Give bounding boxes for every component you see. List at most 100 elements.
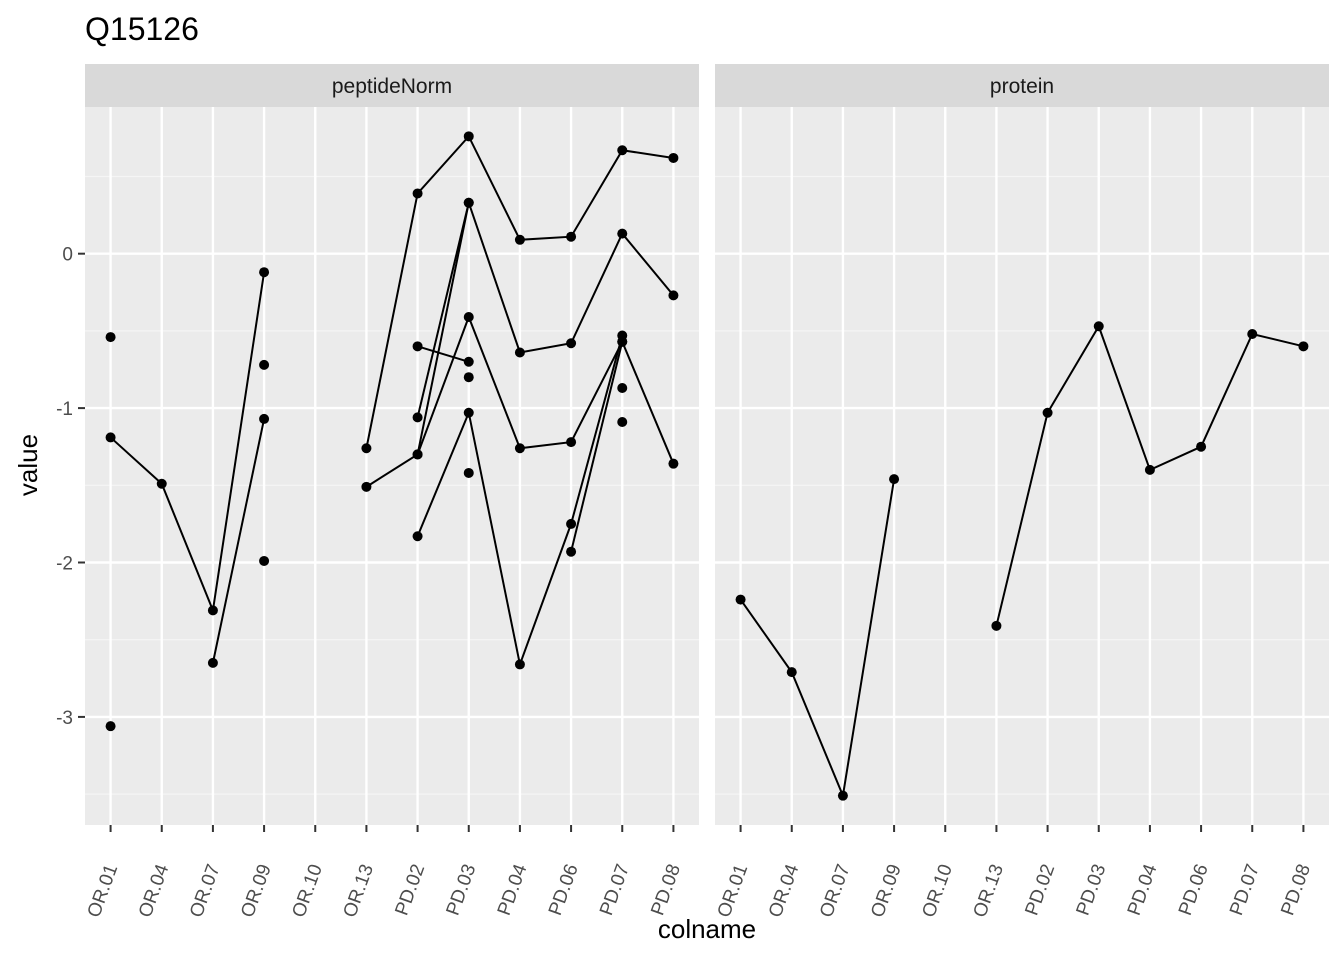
x-tick-label: OR.01 bbox=[714, 862, 753, 921]
data-point bbox=[463, 311, 474, 322]
data-point bbox=[837, 790, 848, 801]
data-point bbox=[463, 131, 474, 142]
y-tick-label: -3 bbox=[56, 708, 73, 729]
x-tick-label: OR.13 bbox=[970, 862, 1009, 921]
data-point bbox=[566, 518, 577, 529]
x-tick-label: OR.07 bbox=[816, 862, 855, 921]
data-point bbox=[668, 290, 679, 301]
data-point bbox=[412, 531, 423, 542]
data-point bbox=[617, 145, 628, 156]
data-point bbox=[463, 467, 474, 478]
data-point bbox=[105, 332, 116, 343]
series-line bbox=[739, 478, 896, 800]
x-tick-label: OR.09 bbox=[867, 862, 906, 921]
x-tick-label: PD.08 bbox=[647, 862, 685, 919]
data-point bbox=[735, 594, 746, 605]
data-point bbox=[463, 372, 474, 383]
data-point bbox=[1298, 341, 1309, 352]
series-line bbox=[416, 198, 675, 455]
data-point bbox=[361, 443, 372, 454]
x-tick-label: PD.03 bbox=[1073, 862, 1111, 919]
data-point bbox=[412, 341, 423, 352]
x-tick-label: OR.01 bbox=[84, 862, 123, 921]
x-tick-label: PD.06 bbox=[1175, 862, 1213, 919]
plot-area: 0 -1 -2 -3 peptideNorm OR.01 OR.04 OR.07 OR.09 OR… bbox=[56, 64, 1329, 920]
data-point bbox=[412, 412, 423, 423]
data-point bbox=[566, 338, 577, 349]
data-point bbox=[786, 667, 797, 678]
series-line bbox=[417, 345, 470, 363]
data-point bbox=[259, 359, 270, 370]
series-line bbox=[109, 272, 266, 615]
y-axis-title: value bbox=[13, 434, 43, 496]
series-line bbox=[211, 418, 266, 664]
data-point bbox=[514, 443, 525, 454]
facet-strip bbox=[715, 64, 1329, 107]
data-point bbox=[617, 336, 628, 347]
data-point bbox=[514, 347, 525, 358]
data-point bbox=[617, 416, 628, 427]
data-point bbox=[105, 721, 116, 732]
x-tick-label: PD.03 bbox=[443, 862, 481, 919]
x-tick-label: PD.06 bbox=[545, 862, 583, 919]
data-point bbox=[259, 267, 270, 278]
data-point bbox=[617, 383, 628, 394]
data-point bbox=[1093, 321, 1104, 332]
data-point bbox=[668, 152, 679, 163]
x-tick-label: PD.04 bbox=[494, 861, 532, 918]
x-tick-label: PD.07 bbox=[1226, 862, 1264, 919]
panel-background bbox=[85, 107, 699, 825]
data-point bbox=[412, 188, 423, 199]
data-point bbox=[617, 228, 628, 239]
y-tick-label: -1 bbox=[56, 399, 73, 420]
x-tick-label: OR.09 bbox=[237, 862, 276, 921]
facet-strip-label: peptideNorm bbox=[332, 75, 452, 98]
series-line bbox=[416, 202, 470, 418]
facet-panel-protein: protein OR.01 OR.04 OR.07 OR.09 OR.10 OR.13 PD.… bbox=[714, 64, 1329, 920]
data-point bbox=[1144, 464, 1155, 475]
chart-title: Q15126 bbox=[85, 11, 199, 47]
data-point bbox=[668, 458, 679, 469]
panel-background bbox=[715, 107, 1329, 825]
data-point bbox=[259, 413, 270, 424]
data-point bbox=[412, 449, 423, 460]
x-tick-label: OR.13 bbox=[340, 862, 379, 921]
x-tick-label: OR.04 bbox=[135, 861, 174, 920]
data-point bbox=[259, 555, 270, 566]
data-point bbox=[566, 437, 577, 448]
x-tick-label: PD.07 bbox=[596, 862, 634, 919]
x-axis-title: colname bbox=[658, 914, 756, 944]
x-tick-label: OR.04 bbox=[765, 861, 804, 920]
x-tick-label: PD.04 bbox=[1124, 861, 1162, 918]
data-point bbox=[1247, 328, 1258, 339]
data-point bbox=[514, 659, 525, 670]
data-point bbox=[463, 197, 474, 208]
data-point bbox=[889, 474, 900, 485]
x-tick-label: PD.02 bbox=[1021, 862, 1059, 919]
data-point bbox=[207, 605, 218, 616]
data-point bbox=[514, 234, 525, 245]
y-tick-label: 0 bbox=[62, 245, 73, 266]
data-point bbox=[463, 356, 474, 367]
facet-strip bbox=[85, 64, 699, 107]
x-tick-label: PD.02 bbox=[391, 862, 429, 919]
x-tick-label: OR.07 bbox=[186, 862, 225, 921]
data-point bbox=[361, 481, 372, 492]
data-point bbox=[1042, 407, 1053, 418]
data-point bbox=[566, 231, 577, 242]
y-tick-label: -2 bbox=[56, 554, 73, 575]
data-point bbox=[566, 546, 577, 557]
facet-panel-peptideNorm: peptideNorm OR.01 OR.04 OR.07 OR.09 OR.10 OR.1… bbox=[84, 64, 699, 920]
data-point bbox=[463, 407, 474, 418]
x-tick-label: OR.10 bbox=[918, 862, 957, 921]
data-point bbox=[1196, 441, 1207, 452]
data-point bbox=[105, 432, 116, 443]
facet-strip-label: protein bbox=[990, 75, 1054, 98]
data-point bbox=[156, 478, 167, 489]
data-point bbox=[991, 620, 1002, 631]
data-point bbox=[207, 657, 218, 668]
x-tick-label: OR.10 bbox=[288, 862, 327, 921]
series-line bbox=[570, 341, 624, 552]
x-tick-label: PD.08 bbox=[1277, 862, 1315, 919]
